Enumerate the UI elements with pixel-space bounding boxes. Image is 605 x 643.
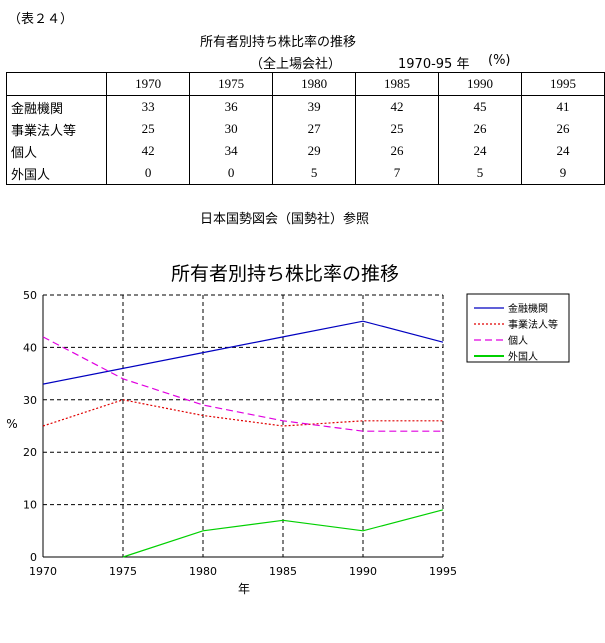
- table-year-range: 1970-95 年: [398, 57, 470, 72]
- source-note: 日本国勢図会（国勢社）参照: [200, 212, 370, 227]
- year-header: 1990: [438, 72, 522, 96]
- row-label: 外国人: [5, 162, 107, 185]
- table-cell: 42: [106, 140, 190, 162]
- x-tick-label: 1980: [189, 565, 217, 578]
- table-cell: 5: [272, 162, 356, 185]
- chart-title: 所有者別持ち株比率の推移: [171, 263, 399, 285]
- table-row: 個人 42 34 29 26 24 24: [5, 140, 605, 162]
- table-row: 事業法人等 25 30 27 25 26 26: [5, 118, 605, 140]
- legend-box: [466, 293, 570, 363]
- table-cell: 41: [521, 95, 605, 118]
- row-label: 事業法人等: [5, 118, 107, 140]
- data-table: 1970 1975 1980 1985 1990 1995 金融機関 33 36…: [5, 72, 605, 185]
- y-axis-label: %: [6, 417, 17, 431]
- x-axis-label: 年: [238, 582, 250, 596]
- chart-series: [42, 320, 444, 558]
- table-cell: 25: [355, 118, 439, 140]
- document-label: （表２４）: [8, 12, 74, 27]
- x-tick-label: 1990: [349, 565, 377, 578]
- table-cell: 5: [438, 162, 522, 185]
- series-line: [42, 320, 444, 385]
- table-corner-cell: [5, 72, 107, 96]
- table-title: 所有者別持ち株比率の推移: [200, 35, 357, 50]
- table-cell: 26: [438, 118, 522, 140]
- legend-label: 事業法人等: [508, 318, 558, 331]
- table-cell: 24: [438, 140, 522, 162]
- table-cell: 24: [521, 140, 605, 162]
- year-header: 1980: [272, 72, 356, 96]
- row-label: 個人: [5, 140, 107, 162]
- row-label: 金融機関: [5, 95, 107, 118]
- table-cell: 9: [521, 162, 605, 185]
- year-header: 1995: [521, 72, 605, 96]
- chart-grid: [43, 294, 444, 557]
- table-cell: 36: [189, 95, 273, 118]
- legend-label: 個人: [508, 334, 528, 347]
- table-cell: 39: [272, 95, 356, 118]
- table-cell: 42: [355, 95, 439, 118]
- year-header: 1970: [106, 72, 190, 96]
- table-cell: 0: [189, 162, 273, 185]
- table-cell: 27: [272, 118, 356, 140]
- table-cell: 45: [438, 95, 522, 118]
- year-header: 1985: [355, 72, 439, 96]
- y-tick-label: 20: [23, 446, 37, 459]
- table-cell: 29: [272, 140, 356, 162]
- series-line: [122, 509, 444, 558]
- table-header-row: 1970 1975 1980 1985 1990 1995: [5, 72, 605, 96]
- chart-axes: 0 10 20 30 40 50 1970 1975 1980 1985 1990 1995: [23, 289, 457, 578]
- table-cell: 26: [355, 140, 439, 162]
- table-cell: 26: [521, 118, 605, 140]
- table-cell: 25: [106, 118, 190, 140]
- table-row: 金融機関 33 36 39 42 45 41: [5, 95, 605, 118]
- x-tick-label: 1975: [109, 565, 137, 578]
- legend-label: 金融機関: [508, 302, 548, 315]
- series-line: [42, 336, 443, 432]
- y-tick-label: 40: [23, 341, 37, 354]
- y-tick-label: 10: [23, 499, 37, 512]
- table-unit: (%): [488, 53, 511, 68]
- table-row: 外国人 0 0 5 7 5 9: [5, 162, 605, 185]
- table-subtitle: （全上場会社）: [250, 57, 342, 72]
- y-tick-label: 0: [30, 551, 37, 564]
- table-cell: 33: [106, 95, 190, 118]
- x-tick-label: 1985: [269, 565, 297, 578]
- x-tick-label: 1970: [29, 565, 57, 578]
- table-cell: 34: [189, 140, 273, 162]
- line-chart: 所有者別持ち株比率の推移 0 10 20 30 40 50 1970 1975 1980 1985…: [6, 263, 570, 596]
- x-tick-label: 1995: [429, 565, 457, 578]
- year-header: 1975: [189, 72, 273, 96]
- y-tick-label: 50: [23, 289, 37, 302]
- table-cell: 0: [106, 162, 190, 185]
- y-tick-label: 30: [23, 394, 37, 407]
- legend-label: 外国人: [508, 351, 538, 363]
- table-cell: 7: [355, 162, 439, 185]
- table-cell: 30: [189, 118, 273, 140]
